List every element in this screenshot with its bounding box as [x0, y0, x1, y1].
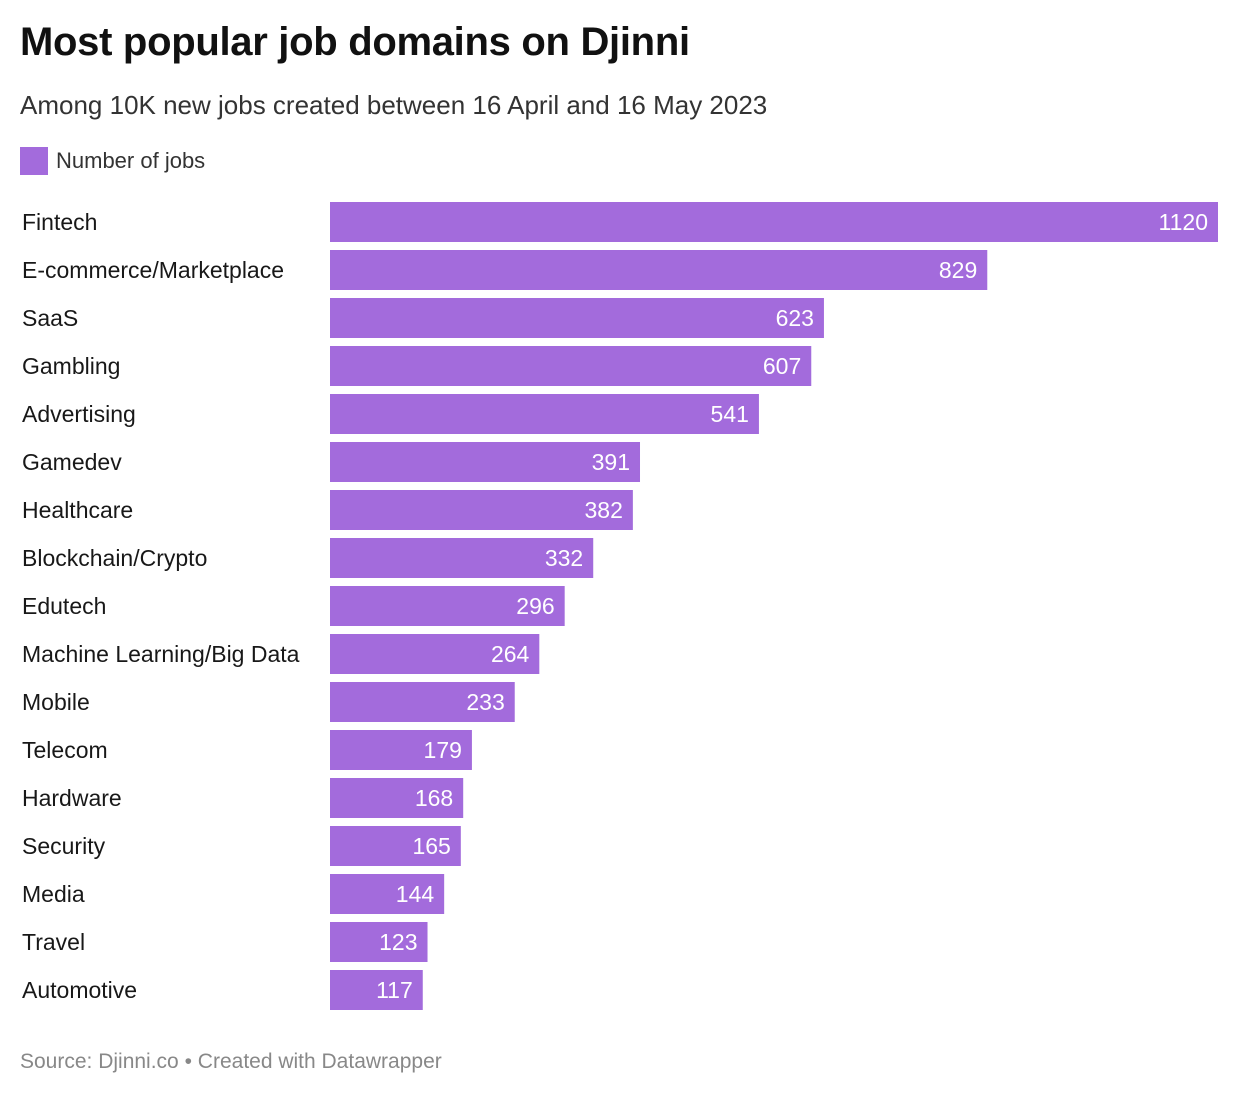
value-label: 123 [379, 929, 417, 955]
category-label: Travel [22, 929, 85, 955]
category-label: Fintech [22, 209, 97, 235]
page-subtitle: Among 10K new jobs created between 16 Ap… [20, 90, 768, 120]
bar [330, 346, 812, 386]
value-label: 168 [415, 785, 453, 811]
category-label: Automotive [22, 977, 137, 1003]
value-label: 623 [776, 305, 814, 331]
page-title: Most popular job domains on Djinni [20, 20, 690, 64]
value-label: 607 [763, 353, 801, 379]
value-label: 332 [545, 545, 583, 571]
category-label: Mobile [22, 689, 90, 715]
footer-separator: • [184, 1050, 192, 1073]
bar-chart: Fintech 1120 E-commerce/Marketplace 829 SaaS… [22, 202, 1218, 1010]
legend-label: Number of jobs [56, 148, 206, 173]
category-label: Gamedev [22, 449, 122, 475]
value-label: 233 [466, 689, 504, 715]
bar [330, 778, 464, 818]
category-label: Telecom [22, 737, 108, 763]
bar [330, 250, 988, 290]
category-label: Healthcare [22, 497, 133, 523]
bar [330, 442, 641, 482]
value-label: 264 [491, 641, 530, 667]
category-label: Machine Learning/Big Data [22, 641, 300, 667]
value-label: 296 [516, 593, 554, 619]
category-label: Advertising [22, 401, 136, 427]
category-label: Blockchain/Crypto [22, 545, 207, 571]
value-label: 541 [711, 401, 749, 427]
category-label: Hardware [22, 785, 122, 811]
bar [330, 826, 461, 866]
value-label: 117 [376, 977, 413, 1003]
bar [330, 970, 423, 1010]
bar [330, 922, 428, 962]
category-label: Media [22, 881, 85, 907]
bar [330, 394, 759, 434]
bar [330, 634, 540, 674]
bar [330, 682, 515, 722]
value-label: 829 [939, 257, 977, 283]
category-label: Gambling [22, 353, 120, 379]
category-label: SaaS [22, 305, 78, 331]
value-label: 382 [584, 497, 622, 523]
footer-credit: Created with Datawrapper [197, 1050, 442, 1073]
legend: Number of jobs [20, 146, 205, 176]
legend-swatch [20, 147, 48, 175]
bar [330, 586, 565, 626]
value-label: 1120 [1159, 209, 1208, 235]
value-label: 179 [424, 737, 462, 763]
footer: Source: Djinni.co • Created with Datawra… [20, 1050, 442, 1074]
bar [330, 490, 633, 530]
value-label: 165 [412, 833, 450, 859]
footer-source: Source: Djinni.co [20, 1050, 179, 1073]
bar [330, 202, 1218, 242]
bar [330, 298, 824, 338]
value-label: 391 [592, 449, 630, 475]
bar [330, 538, 594, 578]
category-label: Edutech [22, 593, 106, 619]
category-label: E-commerce/Marketplace [22, 257, 284, 283]
bar [330, 874, 445, 914]
bar [330, 730, 472, 770]
value-label: 144 [396, 881, 435, 907]
category-label: Security [22, 833, 106, 859]
